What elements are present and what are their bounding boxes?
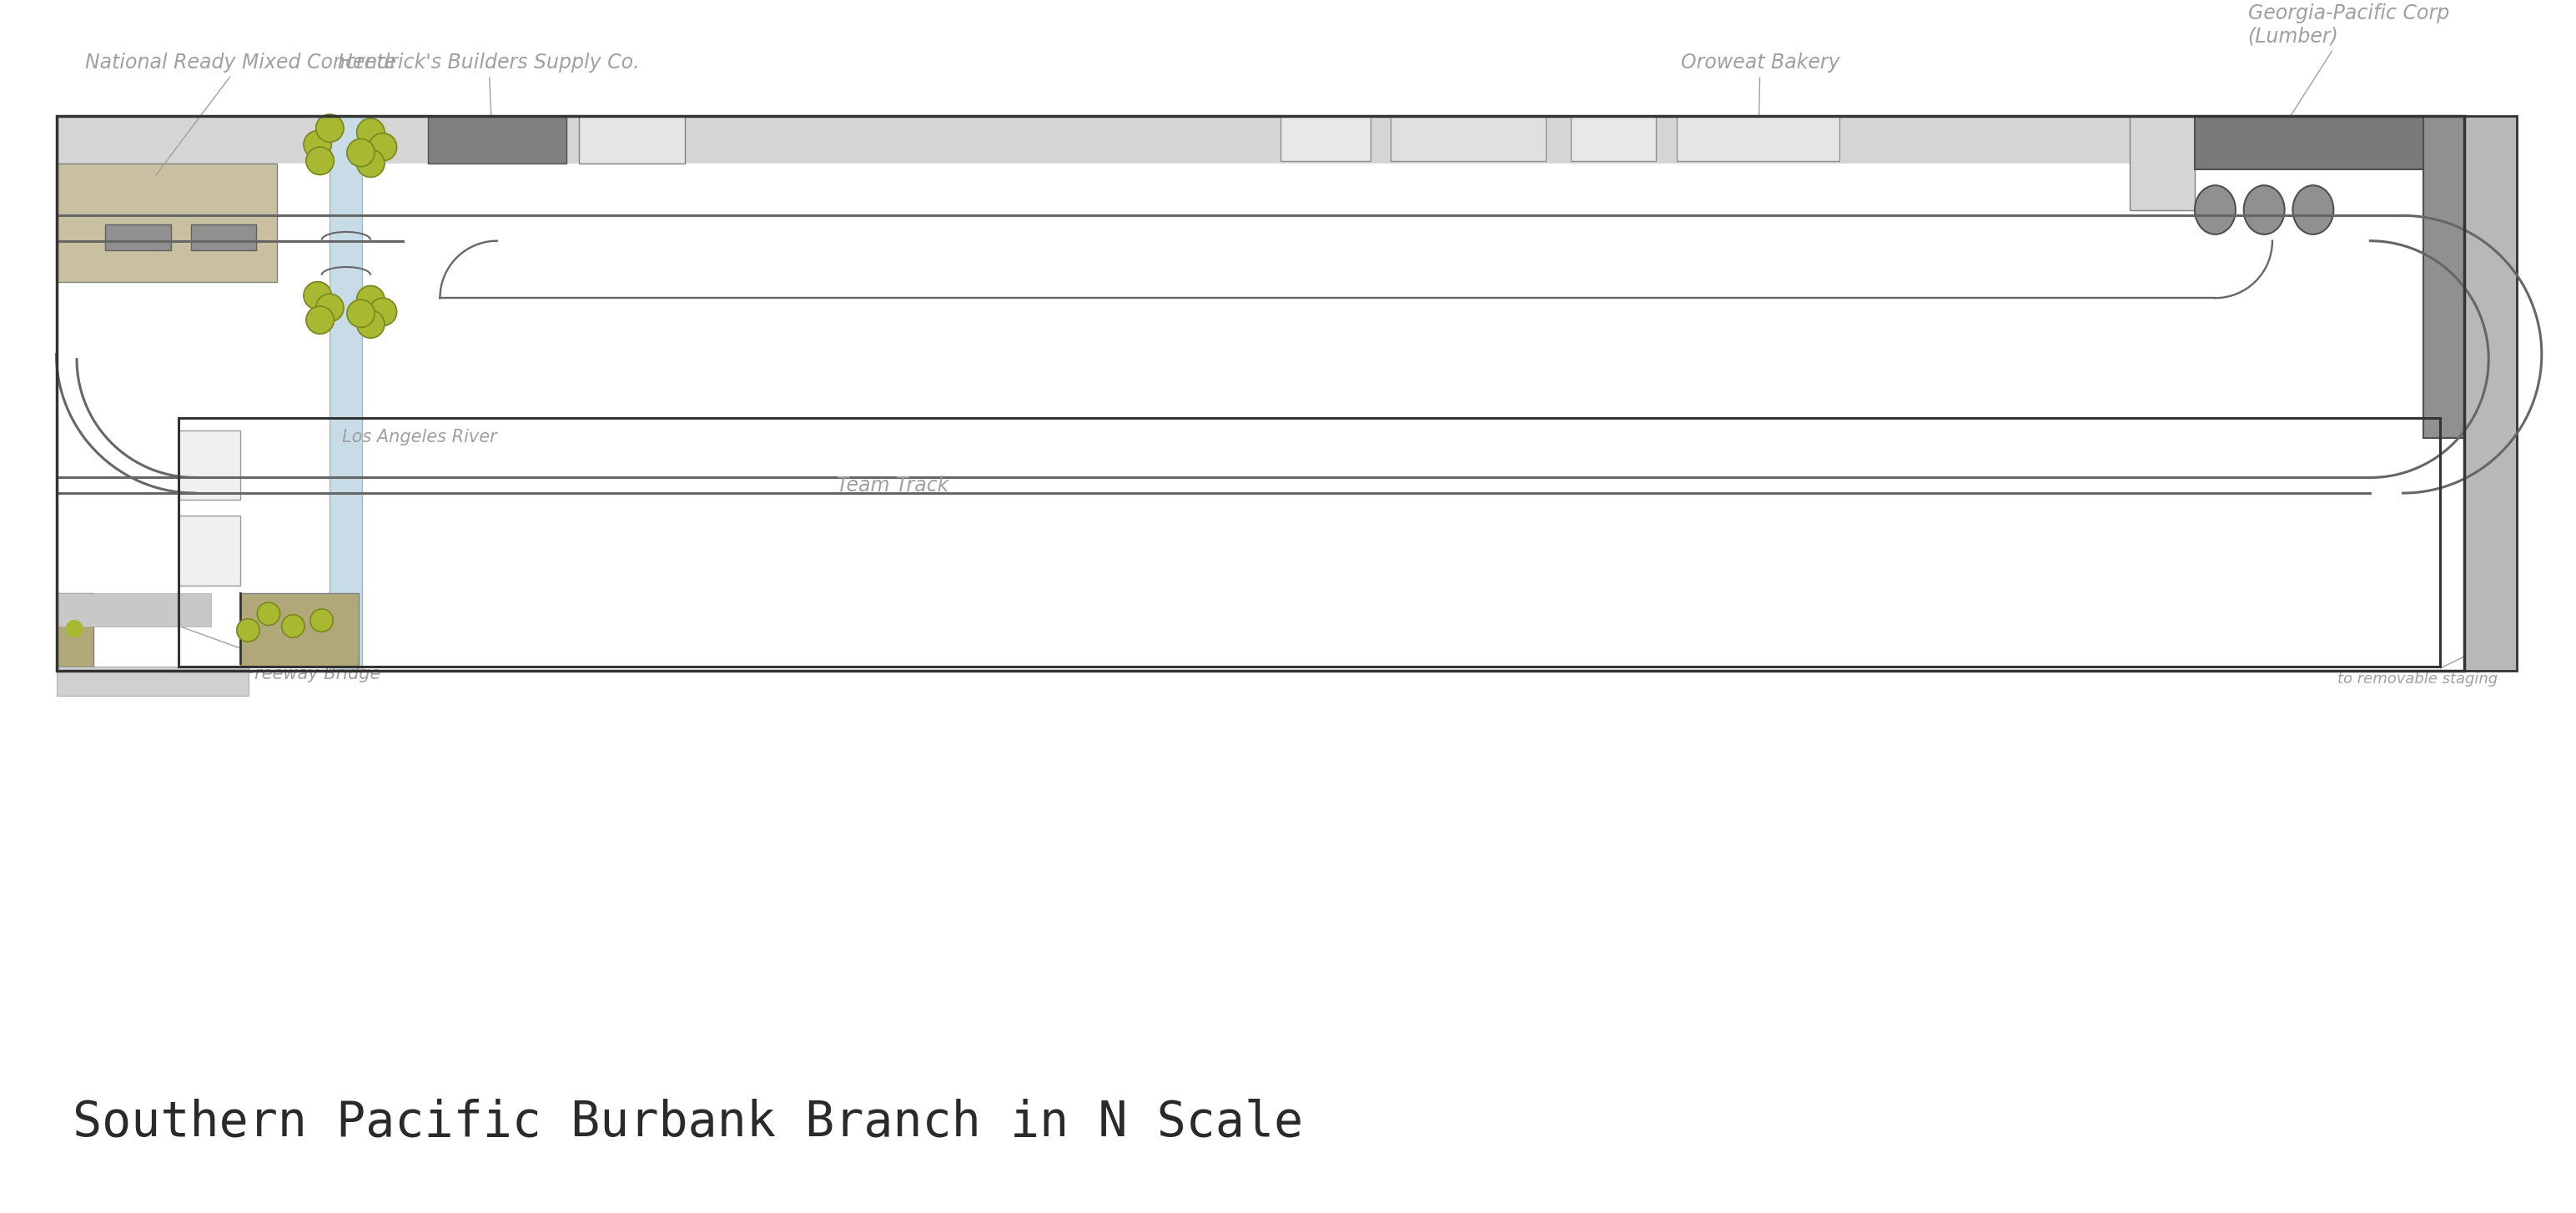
Ellipse shape bbox=[2293, 186, 2334, 234]
Bar bbox=[580, 116, 685, 164]
Circle shape bbox=[304, 131, 332, 159]
Circle shape bbox=[348, 138, 374, 166]
Circle shape bbox=[307, 306, 335, 334]
Text: Los Angeles River: Los Angeles River bbox=[343, 429, 497, 446]
Bar bbox=[2130, 116, 2195, 210]
Circle shape bbox=[317, 114, 343, 142]
Circle shape bbox=[307, 147, 335, 175]
Text: to removable staging: to removable staging bbox=[2336, 656, 2499, 687]
Circle shape bbox=[67, 620, 82, 637]
Circle shape bbox=[304, 281, 332, 309]
Bar bbox=[57, 116, 2465, 164]
Bar bbox=[178, 431, 240, 500]
Bar bbox=[1677, 116, 1839, 161]
Bar bbox=[2424, 116, 2465, 438]
Circle shape bbox=[355, 119, 384, 147]
Ellipse shape bbox=[2244, 186, 2285, 234]
Bar bbox=[2195, 116, 2424, 169]
Bar bbox=[57, 116, 2465, 671]
Circle shape bbox=[355, 286, 384, 313]
Text: Oroweat Bakery: Oroweat Bakery bbox=[1680, 53, 1839, 161]
Bar bbox=[2465, 116, 2517, 671]
Circle shape bbox=[237, 619, 260, 642]
Ellipse shape bbox=[2195, 186, 2236, 234]
Circle shape bbox=[309, 609, 332, 632]
Text: Freeway Bridge: Freeway Bridge bbox=[137, 610, 381, 683]
Bar bbox=[57, 593, 211, 626]
Text: Georgia-Pacific Corp
(Lumber): Georgia-Pacific Corp (Lumber) bbox=[2249, 4, 2450, 143]
Circle shape bbox=[368, 133, 397, 161]
Circle shape bbox=[355, 311, 384, 338]
Bar bbox=[330, 116, 363, 671]
Text: Team Track: Team Track bbox=[837, 475, 948, 496]
Text: National Ready Mixed Concrete: National Ready Mixed Concrete bbox=[85, 53, 397, 176]
Bar bbox=[1280, 116, 1370, 161]
Bar bbox=[191, 224, 258, 251]
Circle shape bbox=[355, 149, 384, 177]
Circle shape bbox=[348, 300, 374, 328]
Bar bbox=[57, 593, 93, 667]
Bar bbox=[178, 418, 2439, 667]
Bar bbox=[428, 116, 567, 164]
Circle shape bbox=[281, 615, 304, 638]
Circle shape bbox=[368, 298, 397, 326]
Circle shape bbox=[258, 603, 281, 626]
Bar bbox=[1391, 116, 1546, 161]
Text: Southern Pacific Burbank Branch in N Scale: Southern Pacific Burbank Branch in N Sca… bbox=[72, 1098, 1303, 1145]
Bar bbox=[57, 164, 276, 281]
Bar bbox=[240, 593, 358, 667]
Bar bbox=[178, 516, 240, 586]
Bar bbox=[1571, 116, 1656, 161]
Bar bbox=[57, 667, 247, 695]
Bar bbox=[106, 224, 170, 251]
Text: Hendrick's Builders Supply Co.: Hendrick's Builders Supply Co. bbox=[337, 53, 639, 156]
Circle shape bbox=[317, 294, 343, 321]
